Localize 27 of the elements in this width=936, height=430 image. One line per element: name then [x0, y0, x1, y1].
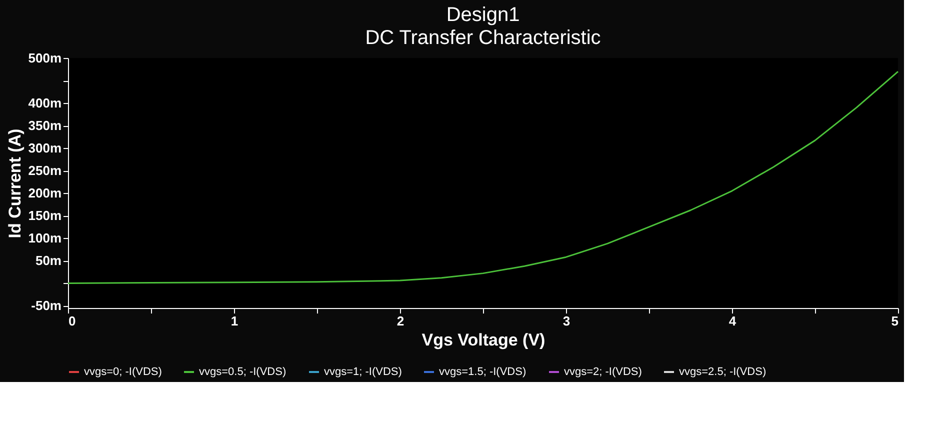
y-tick-label: 200m: [28, 186, 62, 201]
y-tick-label: 250m: [28, 163, 62, 178]
y-tick-label: 500m: [28, 50, 62, 66]
line-series: [67, 70, 899, 284]
legend-label: vvgs=1; -I(VDS): [324, 366, 402, 378]
y-axis-title: Id Current (A): [5, 128, 24, 238]
legend-label: vvgs=1.5; -I(VDS): [439, 366, 526, 378]
legend-label: vvgs=2.5; -I(VDS): [679, 366, 766, 378]
chart-title: Design1: [446, 4, 520, 26]
y-tick-label: 100m: [28, 230, 62, 246]
legend-label: vvgs=0; -I(VDS): [84, 366, 162, 378]
legend-label: vvgs=2; -I(VDS): [564, 366, 642, 378]
x-tick-label: 2: [396, 314, 404, 328]
x-axis-title: Vgs Voltage (V): [422, 330, 546, 350]
y-tick-label: 300m: [28, 140, 62, 156]
y-tick-label: -50m: [31, 298, 62, 314]
x-tick-label: 4: [728, 314, 737, 328]
x-tick-label: 1: [230, 314, 238, 328]
chart-subtitle: DC Transfer Characteristic: [365, 27, 601, 49]
y-tick-label: 400m: [28, 96, 62, 111]
x-tick-label: 0: [68, 314, 76, 328]
y-tick-label: 150m: [28, 208, 62, 224]
y-tick-label: 350m: [28, 118, 62, 134]
y-tick-label: 50m: [35, 253, 62, 268]
x-tick-label: 5: [891, 314, 898, 328]
x-tick-label: 3: [562, 314, 570, 328]
legend-label: vvgs=0.5; -I(VDS): [199, 366, 286, 378]
